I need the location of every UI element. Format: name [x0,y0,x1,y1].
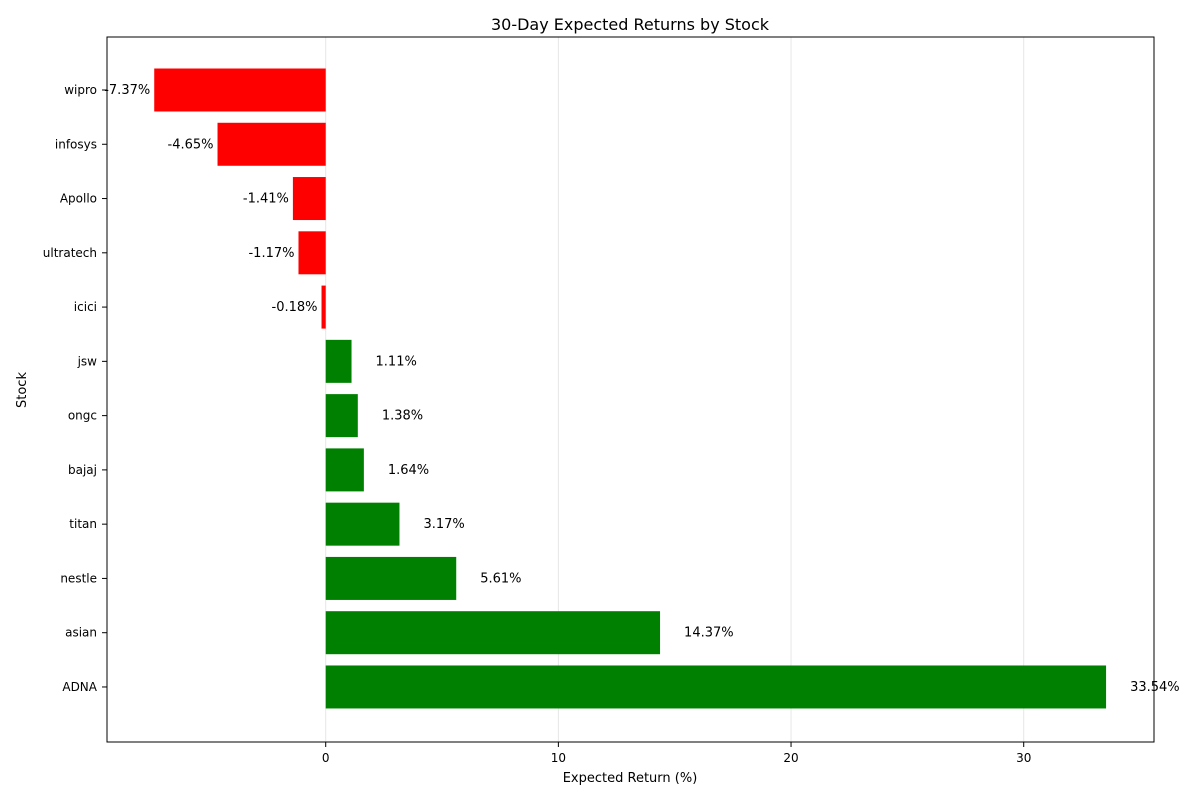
chart-title: 30-Day Expected Returns by Stock [491,15,770,34]
plot-frame [106,36,1155,743]
y-tick-label: wipro [64,83,97,97]
y-tick-label: nestle [60,571,97,585]
x-tick-label: 30 [1016,751,1031,765]
x-axis: 0 10 20 30 [322,742,1031,765]
bar-ultratech [298,231,326,275]
data-label: -1.17% [248,246,294,261]
data-label: 33.54% [1130,680,1180,695]
y-tick-label: asian [65,626,97,640]
y-axis: wipro infosys Apollo ultratech icici jsw ongc b… [43,83,107,694]
data-label: 14.37% [684,626,734,641]
bar-bajaj [325,448,364,492]
bar-wipro [154,68,326,112]
bar-icici [321,285,326,329]
y-tick-label: icici [74,300,97,314]
x-tick-label: 10 [551,751,566,765]
bar-asian [325,611,661,655]
bar-apollo [292,177,326,221]
data-label: 3.17% [423,517,464,532]
data-label: 1.11% [376,354,417,369]
bar-adna [325,665,1107,709]
bar-infosys [217,122,326,166]
bar-nestle [325,556,457,600]
y-tick-label: bajaj [68,463,97,477]
y-tick-label: Apollo [60,192,97,206]
y-tick-label: ultratech [43,246,97,260]
bar-titan [325,502,400,546]
bar-layer [154,68,1107,709]
x-axis-label: Expected Return (%) [563,771,698,786]
data-label: -4.65% [168,137,214,152]
data-label: -1.41% [243,192,289,207]
y-tick-label: titan [69,517,97,531]
y-tick-label: jsw [77,354,98,368]
y-tick-label: ADNA [62,680,97,694]
x-tick-label: 0 [322,751,330,765]
data-label: -0.18% [272,300,318,315]
x-tick-label: 20 [783,751,798,765]
data-label: 1.38% [382,409,423,424]
data-label-layer: -7.37% -4.65% -1.41% -1.17% -0.18% 1.11% 1.38%… [104,83,1179,695]
y-tick-label: infosys [55,137,97,151]
data-label: 1.64% [388,463,429,478]
bar-ongc [325,394,358,438]
bar-jsw [325,339,352,383]
data-label: -7.37% [104,83,150,98]
y-tick-label: ongc [68,409,97,423]
data-label: 5.61% [480,571,521,586]
y-axis-label: Stock [15,372,30,408]
